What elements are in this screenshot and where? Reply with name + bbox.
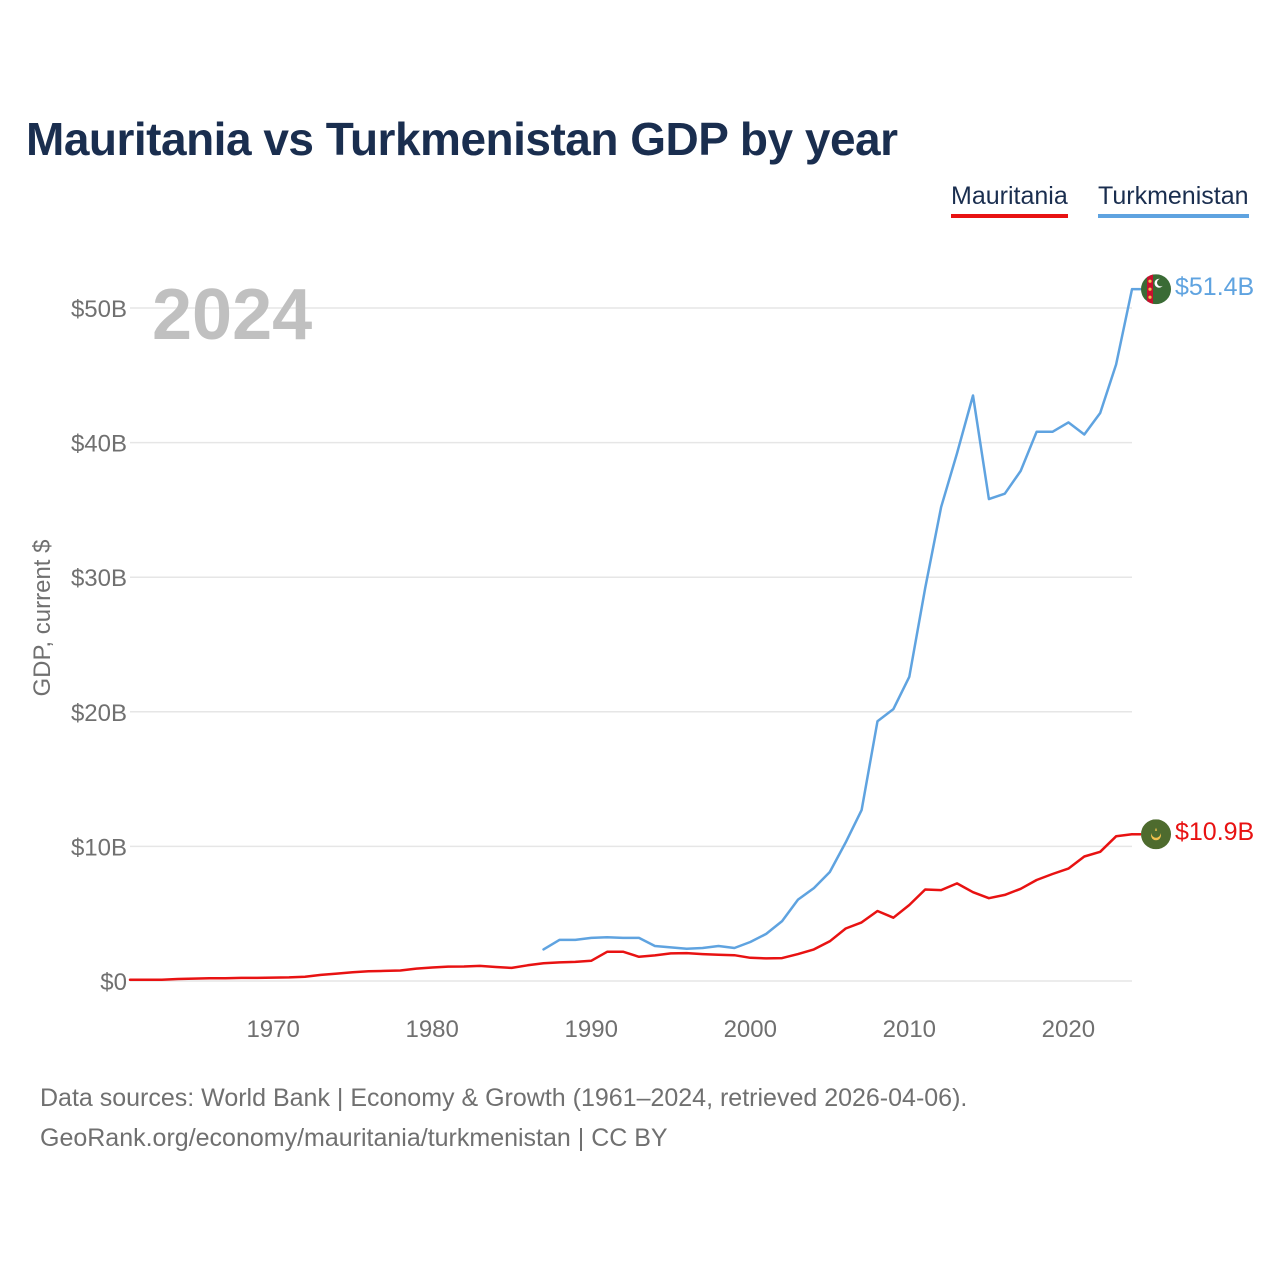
series-line-mauritania bbox=[128, 833, 1134, 981]
chart-title: Mauritania vs Turkmenistan GDP by year bbox=[26, 113, 898, 165]
legend-item-mauritania[interactable]: Mauritania bbox=[951, 182, 1068, 218]
legend-item-turkmenistan[interactable]: Turkmenistan bbox=[1098, 182, 1249, 218]
x-tick-label: 2010 bbox=[883, 1016, 936, 1043]
y-tick-label: $40B bbox=[71, 431, 127, 458]
y-tick-label: $30B bbox=[71, 565, 127, 592]
series-line-turkmenistan bbox=[542, 287, 1134, 951]
x-tick-label: 2020 bbox=[1042, 1016, 1095, 1043]
credit-link[interactable]: GeoRank.org/economy/mauritania/turkmenis… bbox=[40, 1124, 668, 1152]
y-tick-label: $0 bbox=[100, 969, 127, 996]
grid-lines bbox=[130, 307, 1132, 982]
mauritania-flag-icon bbox=[1141, 819, 1171, 850]
y-tick-label: $50B bbox=[71, 296, 127, 323]
mauritania-end-value-label: $10.9B bbox=[1175, 818, 1254, 846]
x-axis-ticks: 1970 1980 1990 2000 2010 2020 bbox=[246, 1016, 1095, 1043]
series-lines bbox=[128, 287, 1141, 981]
series-end-markers bbox=[1141, 274, 1171, 850]
turkmenistan-flag-icon bbox=[1141, 274, 1171, 305]
turkmenistan-end-value-label: $51.4B bbox=[1175, 273, 1254, 301]
x-tick-label: 1990 bbox=[565, 1016, 618, 1043]
y-axis-label: GDP, current $ bbox=[29, 540, 56, 697]
data-sources-note: Data sources: World Bank | Economy & Gro… bbox=[40, 1084, 968, 1112]
x-tick-label: 2000 bbox=[724, 1016, 777, 1043]
x-tick-label: 1980 bbox=[405, 1016, 458, 1043]
y-tick-label: $10B bbox=[71, 834, 127, 861]
y-tick-label: $20B bbox=[71, 700, 127, 727]
y-axis-ticks: $0 $10B $20B $30B $40B $50B bbox=[71, 296, 127, 996]
year-watermark: 2024 bbox=[152, 275, 312, 355]
x-tick-label: 1970 bbox=[246, 1016, 299, 1043]
